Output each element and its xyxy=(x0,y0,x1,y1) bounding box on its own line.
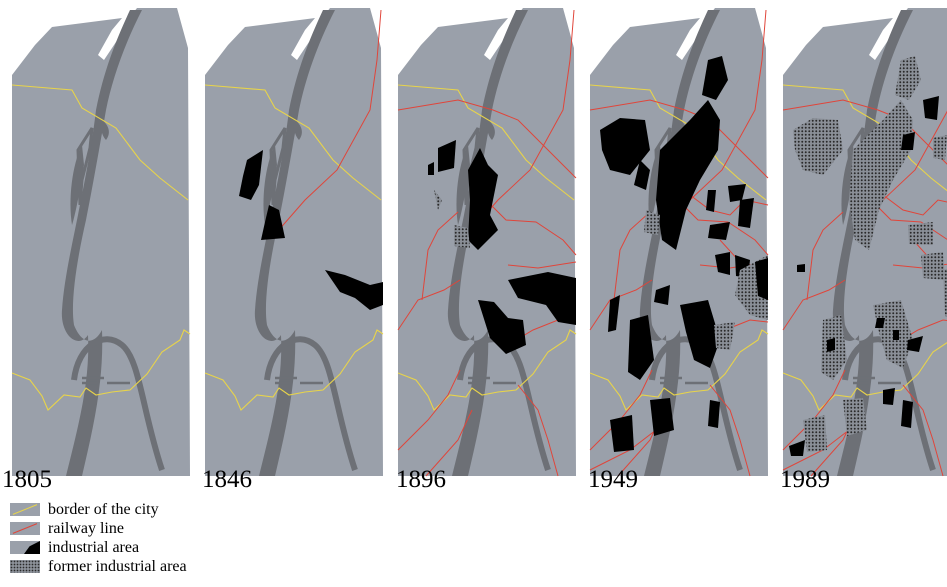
legend-item-industrial: industrial area xyxy=(10,538,187,557)
legend-label: border of the city xyxy=(48,501,159,518)
railway-line-swatch xyxy=(10,522,40,535)
maps-figure xyxy=(0,0,947,480)
legend: border of the city railway line industri… xyxy=(10,500,187,576)
industrial-area-swatch xyxy=(10,541,40,554)
map-panel-1846 xyxy=(205,8,383,476)
legend-item-railway: railway line xyxy=(10,519,187,538)
legend-label: railway line xyxy=(48,520,124,537)
year-label-1989: 1989 xyxy=(780,466,830,493)
legend-label: former industrial area xyxy=(48,558,187,575)
year-label-1949: 1949 xyxy=(588,466,638,493)
map-panel-1949 xyxy=(590,8,768,476)
former-industrial-area-swatch xyxy=(10,560,40,573)
year-label-1896: 1896 xyxy=(396,466,446,493)
legend-label: industrial area xyxy=(48,539,140,556)
map-panel-1896 xyxy=(398,8,576,476)
map-panel-1805 xyxy=(12,8,190,476)
legend-item-former-industrial: former industrial area xyxy=(10,557,187,576)
year-label-1846: 1846 xyxy=(202,466,252,493)
legend-item-border: border of the city xyxy=(10,500,187,519)
border-line-swatch xyxy=(10,503,40,516)
map-panel-1989 xyxy=(783,8,947,476)
year-label-1805: 1805 xyxy=(2,466,52,493)
